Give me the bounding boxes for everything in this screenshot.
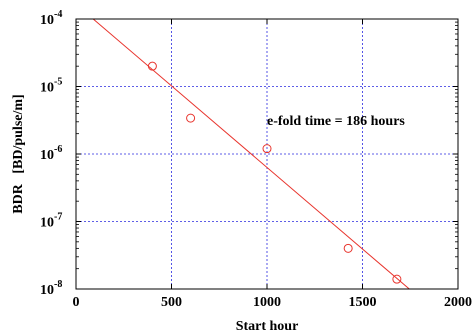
y-tick-label: 10-8	[40, 279, 62, 298]
data-point	[343, 243, 353, 253]
y-axis-ticks: 10-8 10-7 10-6 10-5 10-4	[40, 9, 458, 298]
x-tick-label: 0	[73, 295, 80, 310]
x-tick-label: 1500	[349, 295, 377, 310]
y-tick-label: 10-6	[40, 144, 62, 163]
x-axis-ticks: 0 500 1000 1500 2000	[73, 19, 472, 310]
data-points	[147, 61, 402, 284]
x-tick-label: 1000	[253, 295, 281, 310]
y-tick-label: 10-7	[40, 212, 62, 231]
data-point	[147, 61, 157, 71]
fit-line-group	[92, 18, 410, 290]
y-tick-label: 10-5	[40, 77, 62, 96]
x-tick-label: 2000	[444, 295, 472, 310]
data-point	[262, 144, 272, 154]
x-axis-title: Start hour	[236, 319, 299, 333]
data-point	[186, 113, 196, 123]
fit-line	[92, 18, 410, 290]
y-axis-title: BDR [BD/pulse/m]	[11, 94, 26, 213]
data-point	[392, 274, 402, 284]
x-tick-label: 500	[161, 295, 182, 310]
grid	[76, 19, 458, 289]
y-tick-label: 10-4	[40, 9, 62, 28]
annotation-efold: e-fold time = 186 hours	[267, 114, 405, 129]
